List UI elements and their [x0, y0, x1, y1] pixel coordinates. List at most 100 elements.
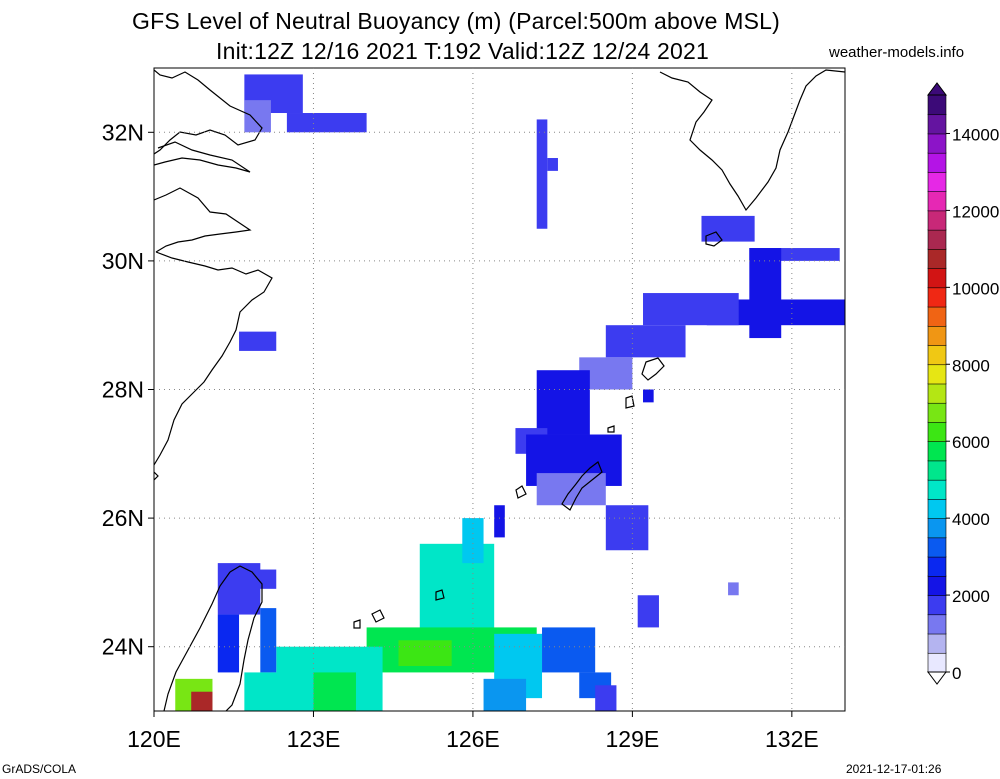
footer-software: GrADS/COLA — [2, 762, 77, 776]
field-cell — [542, 627, 596, 673]
field-cell — [239, 331, 277, 351]
colorbar-segment — [927, 133, 947, 154]
colorbar-segment — [927, 267, 947, 289]
field-cell — [494, 505, 505, 538]
buoyancy-field-layer — [175, 74, 845, 711]
site-credit: weather-models.info — [829, 44, 965, 61]
x-tick-label: 123E — [287, 726, 341, 752]
tanegashima — [705, 231, 723, 247]
field-cell — [244, 672, 293, 711]
field-cell — [398, 640, 452, 666]
colorbar-label: 10000 — [952, 279, 999, 298]
colorbar-segment — [927, 440, 947, 462]
colorbar-segment — [927, 613, 947, 635]
colorbar-label: 2000 — [952, 587, 990, 606]
y-tick-labels: 24N 26N 28N 30N 32N — [102, 119, 144, 659]
colorbar-segment — [927, 652, 947, 673]
y-tick-label: 26N — [102, 505, 144, 531]
axis-ticks — [148, 131, 793, 717]
field-cell — [217, 614, 240, 673]
footer-timestamp: 2021-12-17-01:26 — [846, 762, 942, 776]
colorbar-segment — [927, 479, 947, 500]
graticule — [154, 68, 845, 711]
colorbar-label: 0 — [952, 664, 961, 683]
islet-3 — [625, 395, 635, 409]
kyushu-coast — [659, 69, 845, 212]
taiwan-coast — [163, 565, 263, 711]
colorbar-segment — [927, 325, 947, 346]
x-tick-label: 132E — [765, 726, 819, 752]
field-cell — [313, 672, 356, 711]
colorbar-label: 6000 — [952, 433, 990, 452]
field-cell — [462, 518, 484, 564]
field-cell — [605, 505, 649, 551]
colorbar-segment — [927, 248, 947, 269]
colorbar-segment — [927, 94, 947, 116]
colorbar: 0 2000 4000 6000 8000 10000 12000 14000 — [927, 82, 999, 685]
field-cell — [244, 100, 271, 133]
x-tick-labels: 120E 123E 126E 129E 132E — [127, 726, 819, 752]
colorbar-segment — [927, 171, 947, 192]
colorbar-segment — [927, 190, 947, 212]
colorbar-segment — [927, 575, 947, 596]
islet-2 — [607, 425, 615, 433]
field-cell — [605, 325, 686, 358]
field-cell — [286, 113, 367, 133]
colorbar-segment — [927, 594, 947, 616]
field-cell — [536, 119, 548, 229]
colorbar-segment — [927, 556, 947, 577]
islet-4 — [435, 589, 445, 601]
colorbar-label: 4000 — [952, 510, 990, 529]
field-cell — [701, 215, 755, 242]
islet-1 — [515, 485, 527, 499]
y-tick-label: 30N — [102, 248, 144, 274]
fujian-coast — [154, 471, 159, 481]
y-tick-label: 28N — [102, 377, 144, 403]
x-tick-label: 129E — [606, 726, 660, 752]
colorbar-segment — [927, 537, 947, 558]
hangzhou-bay — [154, 187, 252, 253]
colorbar-segment — [927, 421, 947, 443]
colorbar-segment — [927, 210, 947, 231]
field-cell — [643, 389, 654, 403]
colorbar-segment — [927, 383, 947, 404]
colorbar-segment — [927, 113, 947, 135]
colorbar-label: 8000 — [952, 356, 990, 375]
colorbar-min-arrow — [927, 671, 947, 685]
colorbar-segment — [927, 287, 947, 308]
field-cell — [643, 293, 739, 326]
field-cell — [536, 370, 590, 435]
chart-subtitle: Init:12Z 12/16 2021 T:192 Valid:12Z 12/2… — [216, 38, 709, 64]
islet-6 — [353, 619, 361, 629]
amami-island — [641, 357, 665, 381]
zhejiang-coast — [154, 251, 273, 466]
x-tick-label: 126E — [446, 726, 500, 752]
colorbar-segment — [927, 363, 947, 385]
colorbar-segment — [927, 633, 947, 654]
china-coastline — [154, 69, 263, 155]
y-tick-label: 32N — [102, 119, 144, 145]
colorbar-segment — [927, 152, 947, 173]
colorbar-segment — [927, 498, 947, 519]
colorbar-label: 12000 — [952, 202, 999, 221]
colorbar-segment — [927, 460, 947, 481]
field-cell — [249, 569, 277, 589]
field-cell — [728, 582, 739, 596]
islet-5 — [371, 609, 385, 623]
colorbar-segment — [927, 402, 947, 423]
y-tick-label: 24N — [102, 634, 144, 660]
x-tick-label: 120E — [127, 726, 181, 752]
colorbar-segment — [927, 517, 947, 539]
field-cell — [637, 595, 659, 628]
colorbar-label: 14000 — [952, 125, 999, 144]
ryukyu-okinawa — [561, 461, 603, 511]
colorbar-segment — [927, 306, 947, 327]
colorbar-max-arrow — [927, 82, 947, 96]
field-cell — [595, 685, 617, 711]
chart-title: GFS Level of Neutral Buoyancy (m) (Parce… — [132, 8, 780, 34]
yangtze-estuary — [154, 141, 251, 173]
coastline-layer — [154, 69, 845, 711]
field-cell — [483, 678, 527, 711]
colorbar-segment — [927, 229, 947, 250]
